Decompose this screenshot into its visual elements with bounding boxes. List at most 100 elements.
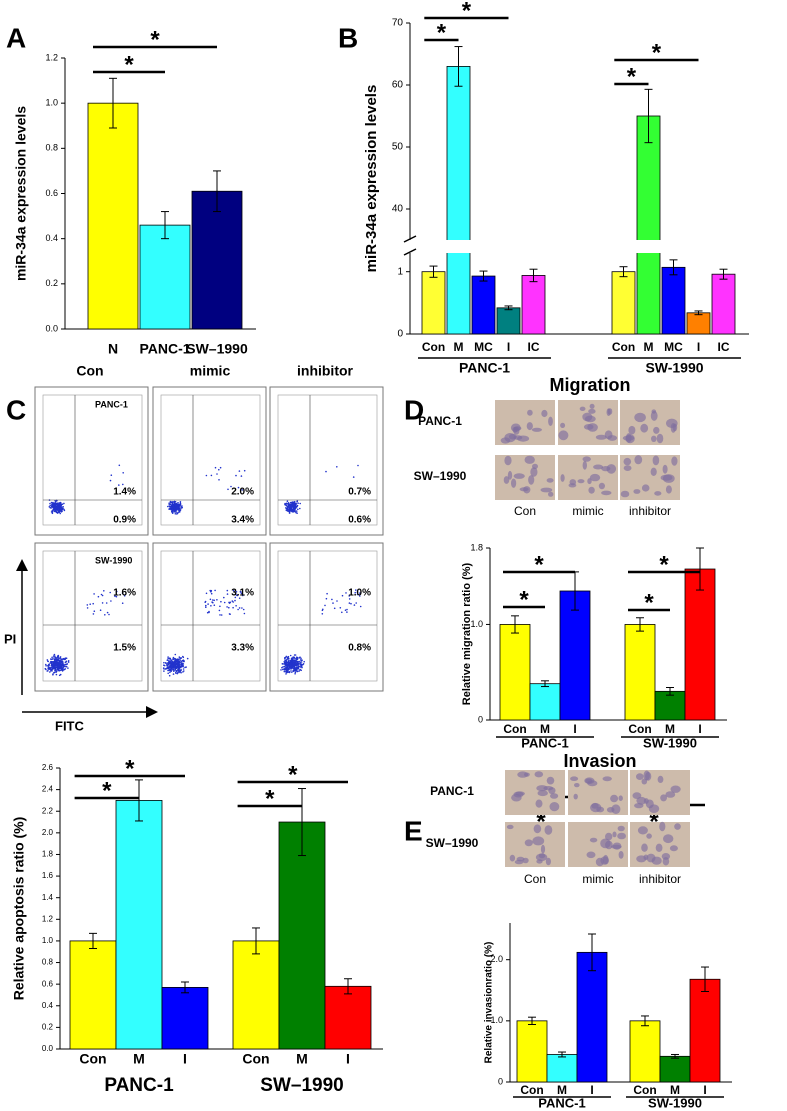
flow-dot (55, 665, 57, 667)
cell (665, 791, 676, 798)
flow-dot (291, 663, 293, 666)
column-label: inhibitor (639, 872, 681, 886)
flow-plot (160, 394, 261, 526)
flow-dot (106, 611, 109, 614)
cell (516, 856, 525, 862)
flow-dot (326, 592, 328, 595)
flow-dot (336, 600, 338, 602)
flow-dot (205, 606, 207, 608)
flow-dot (178, 662, 180, 664)
x-tick-label: IC (718, 340, 730, 354)
flow-dot (175, 502, 178, 505)
flow-dot (175, 665, 177, 668)
flow-dot (228, 613, 231, 615)
flow-dot (204, 600, 207, 603)
flow-dot (295, 502, 297, 505)
flow-dot (57, 510, 60, 513)
flow-dot (293, 508, 296, 510)
flow-dot (341, 611, 343, 614)
flow-dot (176, 670, 178, 672)
x-tick-label: Con (242, 1051, 269, 1067)
cell (506, 824, 514, 830)
flow-dot (220, 600, 222, 603)
flow-dot (293, 661, 295, 664)
flow-dot (114, 595, 116, 597)
bar (471, 275, 496, 335)
flow-dot (65, 661, 67, 663)
column-label: mimic (582, 872, 613, 886)
cell (527, 409, 533, 416)
flow-dot (296, 512, 298, 514)
flow-dot (234, 593, 237, 596)
flow-dot (168, 669, 170, 672)
cell (662, 857, 670, 866)
flow-dot (185, 666, 187, 668)
cell (549, 802, 560, 812)
flow-dot (172, 673, 175, 675)
y-tick-label: 1.0 (470, 619, 483, 629)
flow-dot (294, 671, 297, 674)
flow-dot (284, 662, 286, 665)
flow-dot (296, 662, 298, 665)
flow-dot (45, 663, 47, 666)
bar (516, 1020, 548, 1083)
x-tick-label: I (590, 1083, 593, 1097)
flow-dot (171, 669, 173, 671)
flow-dot (53, 510, 56, 513)
flow-dot (58, 662, 60, 665)
flow-dot (281, 666, 283, 669)
flow-dot (288, 662, 290, 665)
flow-dot (167, 658, 169, 660)
significance-label: * (437, 19, 447, 46)
flow-dot (54, 667, 56, 670)
flow-dot (287, 656, 289, 658)
flow-dot (55, 669, 57, 672)
flow-dot (288, 512, 291, 514)
significance-label: * (288, 761, 298, 788)
flow-dot (45, 665, 47, 667)
cell (637, 826, 648, 835)
flow-dot (176, 508, 178, 511)
flow-dot (176, 506, 179, 509)
cell (584, 415, 596, 423)
flow-dot (122, 472, 124, 474)
flow-dot (210, 592, 213, 595)
significance-label: * (652, 39, 662, 66)
flow-dot (55, 671, 57, 674)
flow-dot (169, 666, 172, 669)
flow-dot (290, 657, 293, 660)
flow-dot (299, 656, 301, 658)
flow-dot (173, 669, 175, 672)
y-axis-label: Relative migration ratio (%) (461, 562, 473, 705)
flow-dot (170, 508, 173, 511)
flow-dot (346, 608, 348, 611)
cell (537, 790, 548, 797)
y-tick-label: 0 (397, 329, 403, 340)
flow-dot (59, 512, 61, 515)
flow-dot (121, 602, 124, 604)
quadrant-upper-pct: 2.0% (231, 487, 254, 498)
flow-dot (297, 664, 300, 667)
flow-dot (180, 507, 182, 510)
cell (646, 833, 652, 839)
flow-dot (172, 509, 175, 511)
flow-dot (47, 660, 49, 663)
flow-dot (232, 606, 234, 609)
flow-dot (54, 504, 57, 507)
x-tick-label: M (644, 340, 654, 354)
bar (115, 800, 163, 1050)
flow-dot (55, 506, 58, 509)
flow-dot (60, 506, 63, 509)
flow-dot (109, 479, 112, 482)
flow-dot (63, 502, 65, 505)
y-tick-label: 2.6 (42, 763, 54, 772)
flow-dot (293, 660, 296, 662)
cell (663, 834, 674, 844)
flow-dot (296, 504, 299, 507)
flow-dot (173, 500, 176, 503)
row-label: PANC-1 (430, 784, 474, 798)
x-tick-label: Con (520, 1083, 543, 1097)
flow-plot (42, 550, 143, 682)
flow-dot (174, 661, 177, 663)
flow-dot (108, 613, 110, 616)
